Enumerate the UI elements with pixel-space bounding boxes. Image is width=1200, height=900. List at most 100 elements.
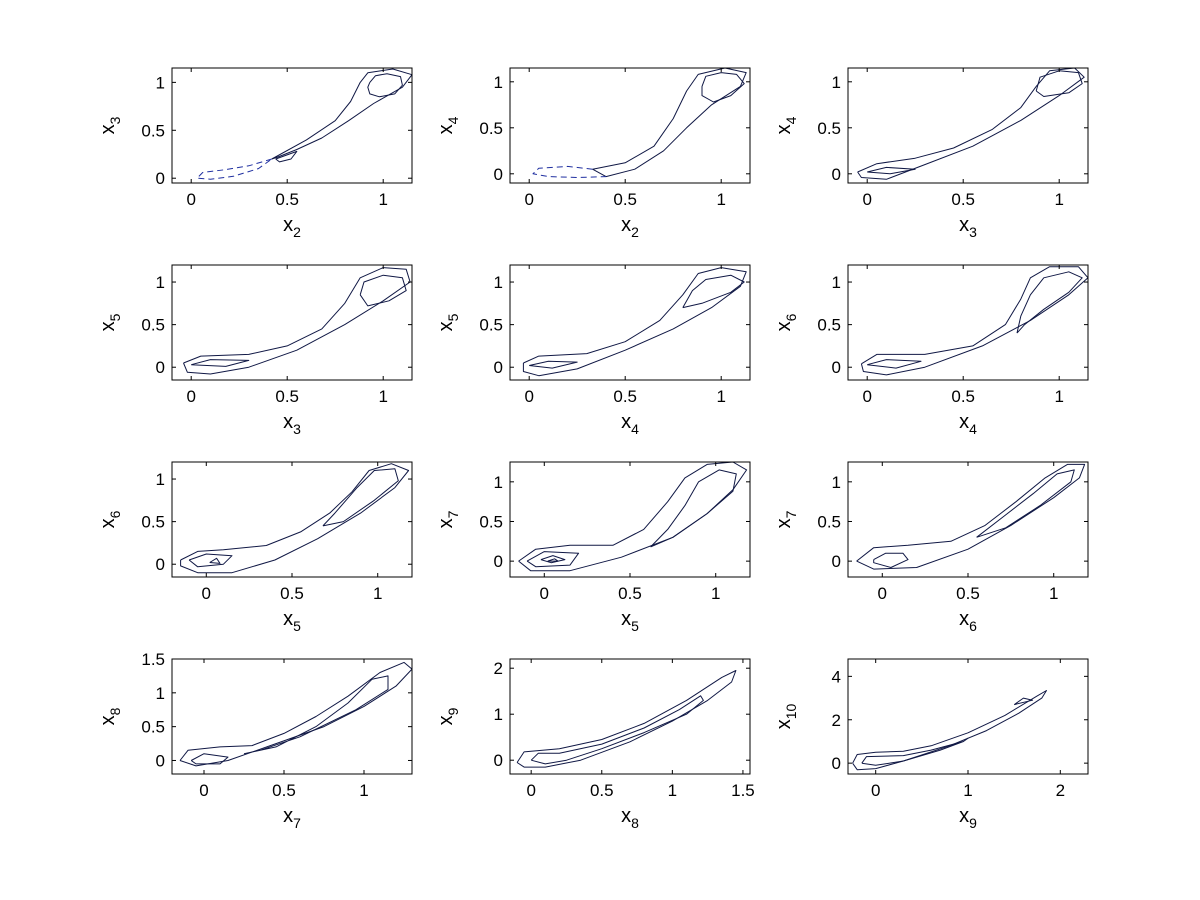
y-tick-label: 0 [832, 165, 841, 184]
subplot-5: 0 0.5 1 0 0.5 1 x4 x5 [435, 264, 751, 437]
contour-line-2 [188, 553, 233, 568]
y-tick-label: 0 [156, 169, 165, 188]
x-tick-label: 1 [963, 781, 972, 800]
x-tick-label: 0 [526, 781, 535, 800]
contour-line-2 [190, 753, 229, 765]
contour-line-1 [852, 690, 1047, 771]
x-tick-label: 1 [373, 584, 382, 603]
subplot-11: 0 0.5 1 1.5 0 1 2 x8 x9 [435, 658, 755, 831]
axes-frame [509, 264, 751, 381]
x-tick-label: 1 [1054, 190, 1063, 209]
y-tick-label: 1 [832, 273, 841, 292]
y-axis-label: x3 [97, 116, 123, 134]
x-tick-label: 0 [186, 387, 195, 406]
y-tick-label: 0.5 [479, 119, 503, 138]
y-tick-label: 0.5 [479, 316, 503, 335]
x-tick-label: 0.5 [280, 584, 304, 603]
y-axis-label: x4 [435, 116, 461, 134]
y-tick-label: 2 [494, 659, 503, 678]
y-tick-label: 0 [832, 754, 841, 773]
x-tick-label: 1 [711, 584, 720, 603]
contour-line-2 [867, 166, 916, 175]
contour-line-1 [180, 463, 410, 574]
y-tick-label: 0 [494, 165, 503, 184]
contour-line-3 [540, 555, 566, 564]
contour-line-1 [183, 267, 411, 375]
contour-line-4 [322, 468, 399, 527]
y-axis-label: x5 [97, 313, 123, 331]
contour-line-3 [1016, 271, 1083, 334]
y-tick-label: 1 [156, 73, 165, 92]
x-tick-label: 0 [524, 387, 533, 406]
contour-line-2 [530, 695, 704, 765]
x-tick-label: 1 [378, 190, 387, 209]
y-axis-label: x6 [773, 313, 799, 331]
contour-line-5 [650, 469, 737, 548]
x-tick-label: 0.5 [275, 190, 299, 209]
contour-line-3 [701, 72, 745, 103]
contour-line-3 [209, 557, 221, 564]
y-axis-label: x9 [435, 707, 461, 725]
x-tick-label: 1 [378, 387, 387, 406]
y-tick-label: 0.5 [141, 316, 165, 335]
contour-line-2 [861, 737, 969, 766]
x-tick-label: 0.5 [951, 190, 975, 209]
y-tick-label: 1.5 [141, 650, 165, 669]
x-tick-label: 1 [1049, 584, 1058, 603]
y-tick-label: 0 [832, 552, 841, 571]
x-tick-label: 0 [862, 190, 871, 209]
x-tick-label: 0 [199, 781, 208, 800]
x-tick-label: 0.5 [272, 781, 296, 800]
contour-line-1 [592, 67, 747, 178]
y-tick-label: 0.5 [141, 513, 165, 532]
x-tick-label: 0 [862, 387, 871, 406]
contour-line-3 [682, 274, 745, 309]
y-tick-label: 1 [832, 73, 841, 92]
y-tick-label: 1 [494, 473, 503, 492]
x-tick-label: 0.5 [956, 584, 980, 603]
x-axis-label: x5 [621, 608, 639, 634]
x-tick-label: 1 [668, 781, 677, 800]
contour-line-3 [243, 675, 389, 755]
y-tick-label: 0 [156, 555, 165, 574]
axes-frame [509, 461, 751, 578]
x-axis-label: x4 [959, 411, 977, 437]
contour-line-4 [275, 150, 298, 163]
axes-frame [171, 461, 413, 578]
contour-line-3 [1013, 697, 1034, 706]
axes-frame [847, 461, 1089, 578]
y-tick-label: 4 [832, 667, 841, 686]
axes-frame [847, 264, 1089, 381]
contour-line-1 [860, 266, 1089, 376]
x-tick-label: 1 [1054, 387, 1063, 406]
y-axis-label: x7 [435, 510, 461, 528]
subplot-12: 0 1 2 0 2 4 x9 x10 [773, 658, 1089, 831]
x-axis-label: x7 [283, 805, 301, 831]
x-axis-label: x9 [959, 805, 977, 831]
y-tick-label: 1 [832, 473, 841, 492]
y-axis-label: x5 [435, 313, 461, 331]
subplot-9: 0 0.5 1 0 0.5 1 x6 x7 [773, 461, 1089, 634]
axes-frame [847, 67, 1089, 184]
x-axis-label: x3 [283, 411, 301, 437]
contour-line-3 [976, 469, 1075, 538]
contour-line-1 [518, 461, 748, 572]
x-axis-label: x4 [621, 411, 639, 437]
axes-frame [509, 658, 751, 775]
y-tick-label: 1 [156, 470, 165, 489]
contour-line-1 [271, 68, 413, 160]
x-tick-label: 0 [186, 190, 195, 209]
subplot-8: 0 0.5 1 0 0.5 1 x5 x7 [435, 461, 751, 634]
subplot-2: 0 0.5 1 0 0.5 1 x2 x4 [435, 67, 751, 240]
x-tick-label: 0.5 [613, 190, 637, 209]
subplot-6: 0 0.5 1 0 0.5 1 x4 x6 [773, 264, 1089, 437]
contour-line-4 [547, 558, 559, 562]
x-axis-label: x8 [621, 805, 639, 831]
axes-frame [171, 67, 413, 184]
contour-line-2 [196, 158, 273, 180]
contour-line-3 [1035, 70, 1083, 97]
y-tick-label: 0 [156, 751, 165, 770]
y-tick-label: 0.5 [817, 119, 841, 138]
x-tick-label: 1 [716, 190, 725, 209]
contour-line-2 [873, 552, 909, 568]
